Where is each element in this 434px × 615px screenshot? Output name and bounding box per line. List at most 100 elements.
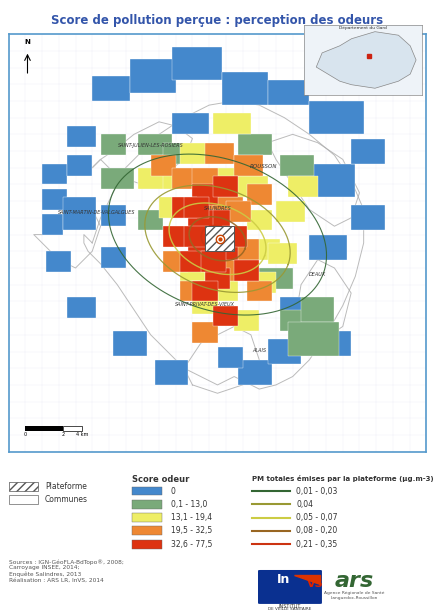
Bar (100, 134, 125, 155)
Bar (246, 210, 271, 231)
Polygon shape (316, 31, 415, 89)
Text: PM totales émises par la plateforme (µg.m-3): PM totales émises par la plateforme (µg.… (251, 475, 432, 482)
Bar (113, 331, 146, 355)
Bar (279, 310, 313, 331)
Bar (188, 210, 213, 231)
Text: SAINT-MARTIN-DE-VALGALGUES: SAINT-MARTIN-DE-VALGALGUES (58, 210, 135, 215)
Bar (25, 426, 63, 431)
Text: 0,05 - 0,07: 0,05 - 0,07 (296, 513, 337, 522)
Bar (225, 201, 250, 222)
Bar (167, 197, 192, 218)
Text: In: In (276, 573, 290, 586)
Bar (171, 168, 196, 189)
Bar (233, 310, 259, 331)
Bar (275, 201, 305, 222)
Bar (180, 260, 204, 280)
Bar (100, 168, 134, 189)
Bar (233, 176, 267, 197)
Text: SAINT-PRIVAT-DES-VIEUX: SAINT-PRIVAT-DES-VIEUX (174, 301, 234, 306)
Bar (188, 239, 213, 260)
Bar (132, 540, 162, 549)
Bar (279, 155, 313, 176)
Bar (350, 138, 384, 164)
Bar (204, 239, 230, 260)
Bar (42, 164, 67, 184)
Text: Communes: Communes (45, 495, 88, 504)
Bar (300, 297, 334, 322)
Bar (246, 272, 275, 293)
Bar (132, 526, 162, 535)
Bar (138, 168, 159, 189)
Bar (100, 205, 125, 226)
Bar (309, 331, 350, 355)
Bar (184, 197, 209, 218)
Bar (204, 143, 233, 164)
Bar (213, 239, 238, 260)
Bar (132, 486, 162, 496)
Bar (309, 164, 355, 197)
Bar (163, 226, 188, 247)
Bar (132, 500, 162, 509)
Bar (221, 72, 267, 105)
Bar (155, 360, 188, 385)
Bar (67, 297, 96, 318)
Bar (163, 143, 188, 164)
Bar (217, 347, 242, 368)
Text: ars: ars (333, 571, 373, 591)
Text: 19,5 - 32,5: 19,5 - 32,5 (170, 526, 211, 536)
Text: 2: 2 (61, 432, 64, 437)
Bar (159, 197, 184, 218)
Bar (246, 280, 271, 301)
Text: 0,04: 0,04 (296, 500, 312, 509)
Bar (279, 297, 313, 322)
Bar (192, 280, 217, 301)
Bar (192, 184, 217, 205)
Text: Département du Gard: Département du Gard (339, 26, 386, 30)
Text: N: N (24, 39, 30, 44)
FancyBboxPatch shape (257, 570, 321, 604)
Bar (9, 496, 38, 504)
Text: DEAUX: DEAUX (309, 272, 326, 277)
Bar (213, 114, 250, 134)
Bar (46, 252, 71, 272)
Bar (213, 168, 242, 189)
Text: Score odeur: Score odeur (132, 475, 189, 484)
Polygon shape (293, 575, 319, 584)
Text: 0,21 - 0,35: 0,21 - 0,35 (296, 539, 337, 549)
Bar (196, 168, 221, 189)
Text: SAINT-JULIEN-LES-ROSIERS: SAINT-JULIEN-LES-ROSIERS (118, 143, 183, 148)
Text: 4 km: 4 km (76, 432, 88, 437)
Text: 0: 0 (170, 486, 175, 496)
Bar (213, 306, 238, 327)
Bar (150, 155, 175, 176)
Bar (171, 47, 221, 80)
Text: INSTITUT: INSTITUT (278, 604, 300, 609)
Bar (213, 176, 238, 197)
Text: 0: 0 (24, 432, 27, 437)
Bar (233, 260, 259, 280)
Bar (213, 197, 242, 218)
Bar (92, 76, 129, 101)
Text: 0,1 - 13,0: 0,1 - 13,0 (170, 500, 207, 509)
Text: DE VEILLE SANITAIRE: DE VEILLE SANITAIRE (268, 607, 311, 611)
Bar (267, 243, 296, 264)
Bar (180, 280, 204, 301)
Bar (180, 226, 204, 247)
Bar (42, 189, 67, 210)
Bar (138, 134, 171, 155)
Bar (267, 80, 309, 105)
Bar (233, 239, 259, 260)
Text: ALAIS: ALAIS (252, 347, 266, 352)
Bar (259, 268, 292, 289)
Bar (184, 226, 209, 247)
Text: Agence Régionale de Santé: Agence Régionale de Santé (323, 592, 383, 595)
Bar (288, 176, 317, 197)
Bar (9, 482, 38, 491)
Bar (267, 339, 300, 364)
Bar (138, 168, 171, 189)
Bar (171, 197, 196, 218)
Bar (213, 280, 238, 301)
Bar (201, 252, 225, 272)
Bar (171, 114, 209, 134)
Bar (42, 213, 63, 234)
